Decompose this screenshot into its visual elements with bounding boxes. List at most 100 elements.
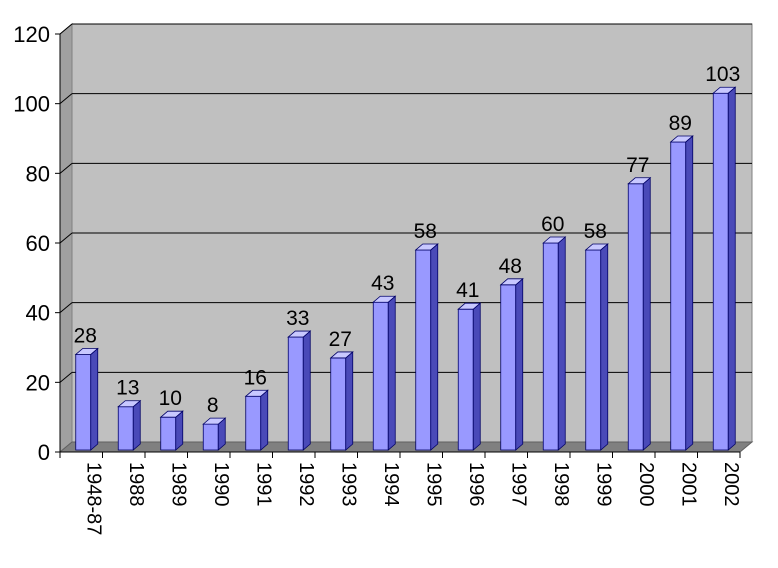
data-label: 13 <box>116 377 139 400</box>
bar-front <box>415 249 432 451</box>
bar-side <box>472 302 481 451</box>
gridline-side <box>59 162 73 174</box>
data-label: 27 <box>329 328 352 351</box>
data-label: 58 <box>414 220 437 243</box>
bar-front <box>372 301 389 451</box>
x-tick-label: 2001 <box>677 462 699 507</box>
data-label: 41 <box>456 279 479 302</box>
data-label: 10 <box>159 387 182 410</box>
bar <box>287 330 312 451</box>
bar-front <box>542 242 559 451</box>
x-tick-label: 1997 <box>507 462 529 507</box>
bar-side <box>302 330 311 451</box>
bar-top <box>457 302 482 310</box>
bar <box>457 302 482 451</box>
bar-side <box>557 236 566 451</box>
bar-front <box>500 284 517 451</box>
bar-front <box>330 357 347 451</box>
bar-side <box>727 86 736 451</box>
x-tick-label: 1995 <box>422 462 444 507</box>
bar <box>117 399 142 451</box>
bar-side <box>642 176 651 451</box>
bar-side <box>90 347 99 451</box>
bar <box>159 410 184 451</box>
data-labels: 28 13 10 8 16 33 27 43 58 41 48 60 58 77 89 103 <box>74 63 741 417</box>
x-tick-label: 1996 <box>465 462 487 507</box>
x-tick-label: 1948-87 <box>82 462 104 535</box>
x-tick-label: 1994 <box>380 462 402 507</box>
x-tick-label: 1992 <box>295 462 317 507</box>
bar-top <box>117 400 142 408</box>
bar <box>542 236 567 451</box>
data-label: 58 <box>584 220 607 243</box>
bar-front <box>202 423 219 451</box>
bar-front <box>670 141 687 451</box>
bar <box>712 86 737 451</box>
x-axis-ticks: 1948-87 1988 1989 1990 1991 1992 1993 1994 1995 1… <box>59 452 742 535</box>
bar-front <box>245 395 262 451</box>
bar <box>414 243 439 451</box>
y-tick-label: 0 <box>38 440 50 465</box>
bar-top <box>414 243 439 251</box>
y-tick-label: 20 <box>26 370 50 395</box>
bar-top <box>627 177 652 185</box>
bar <box>74 347 99 451</box>
x-tick-label: 1990 <box>210 462 232 507</box>
x-tick-label: 1989 <box>167 462 189 507</box>
data-label: 60 <box>541 213 564 236</box>
data-label: 43 <box>371 272 394 295</box>
bar-side <box>515 277 524 451</box>
bar <box>499 277 524 451</box>
data-label: 16 <box>244 366 267 389</box>
data-label: 8 <box>207 394 219 417</box>
x-tick-label: 1991 <box>252 462 274 507</box>
bar <box>244 389 269 451</box>
data-label: 103 <box>705 63 740 86</box>
bar-top <box>74 348 99 355</box>
gridline-side <box>59 302 73 314</box>
x-tick-label: 2000 <box>635 462 657 507</box>
bar <box>202 417 227 451</box>
gridline-side <box>59 93 73 105</box>
bar-top <box>584 243 609 251</box>
bar-front <box>160 416 177 451</box>
bar-front <box>712 92 729 451</box>
bar-side <box>345 351 354 451</box>
x-tick-label: 1999 <box>592 462 614 507</box>
data-label: 89 <box>669 112 692 135</box>
bar <box>372 295 397 451</box>
bar-side <box>260 389 269 451</box>
y-tick-label: 120 <box>13 22 50 47</box>
x-tick-label: 1998 <box>550 462 572 507</box>
data-label: 48 <box>499 255 522 278</box>
gridline-side <box>59 232 73 244</box>
bar-top <box>244 389 269 397</box>
y-tick-label: 80 <box>26 161 50 186</box>
data-label: 28 <box>74 324 97 347</box>
bar-side <box>387 295 396 451</box>
bar-side <box>685 135 694 451</box>
bar-side <box>600 243 609 451</box>
data-label: 33 <box>286 307 309 330</box>
bar-front <box>585 249 602 451</box>
bar-front <box>75 354 92 451</box>
bar-top <box>329 351 354 359</box>
y-tick-label: 100 <box>13 92 50 117</box>
bar <box>669 135 694 451</box>
bar-front <box>457 308 474 451</box>
bar-side <box>430 243 439 451</box>
bar-side <box>175 410 184 451</box>
x-tick-label: 1988 <box>125 462 147 507</box>
bar-top <box>542 236 567 244</box>
bar-front <box>287 336 304 451</box>
y-tick-label: 40 <box>26 301 50 326</box>
bar-top <box>712 86 737 94</box>
bar-top <box>499 278 524 286</box>
bars <box>74 86 737 451</box>
x-tick-label: 2002 <box>720 462 742 507</box>
bar-top <box>159 410 184 418</box>
data-label: 77 <box>626 154 649 177</box>
bar-side <box>132 399 141 451</box>
gridline-side <box>59 23 73 35</box>
